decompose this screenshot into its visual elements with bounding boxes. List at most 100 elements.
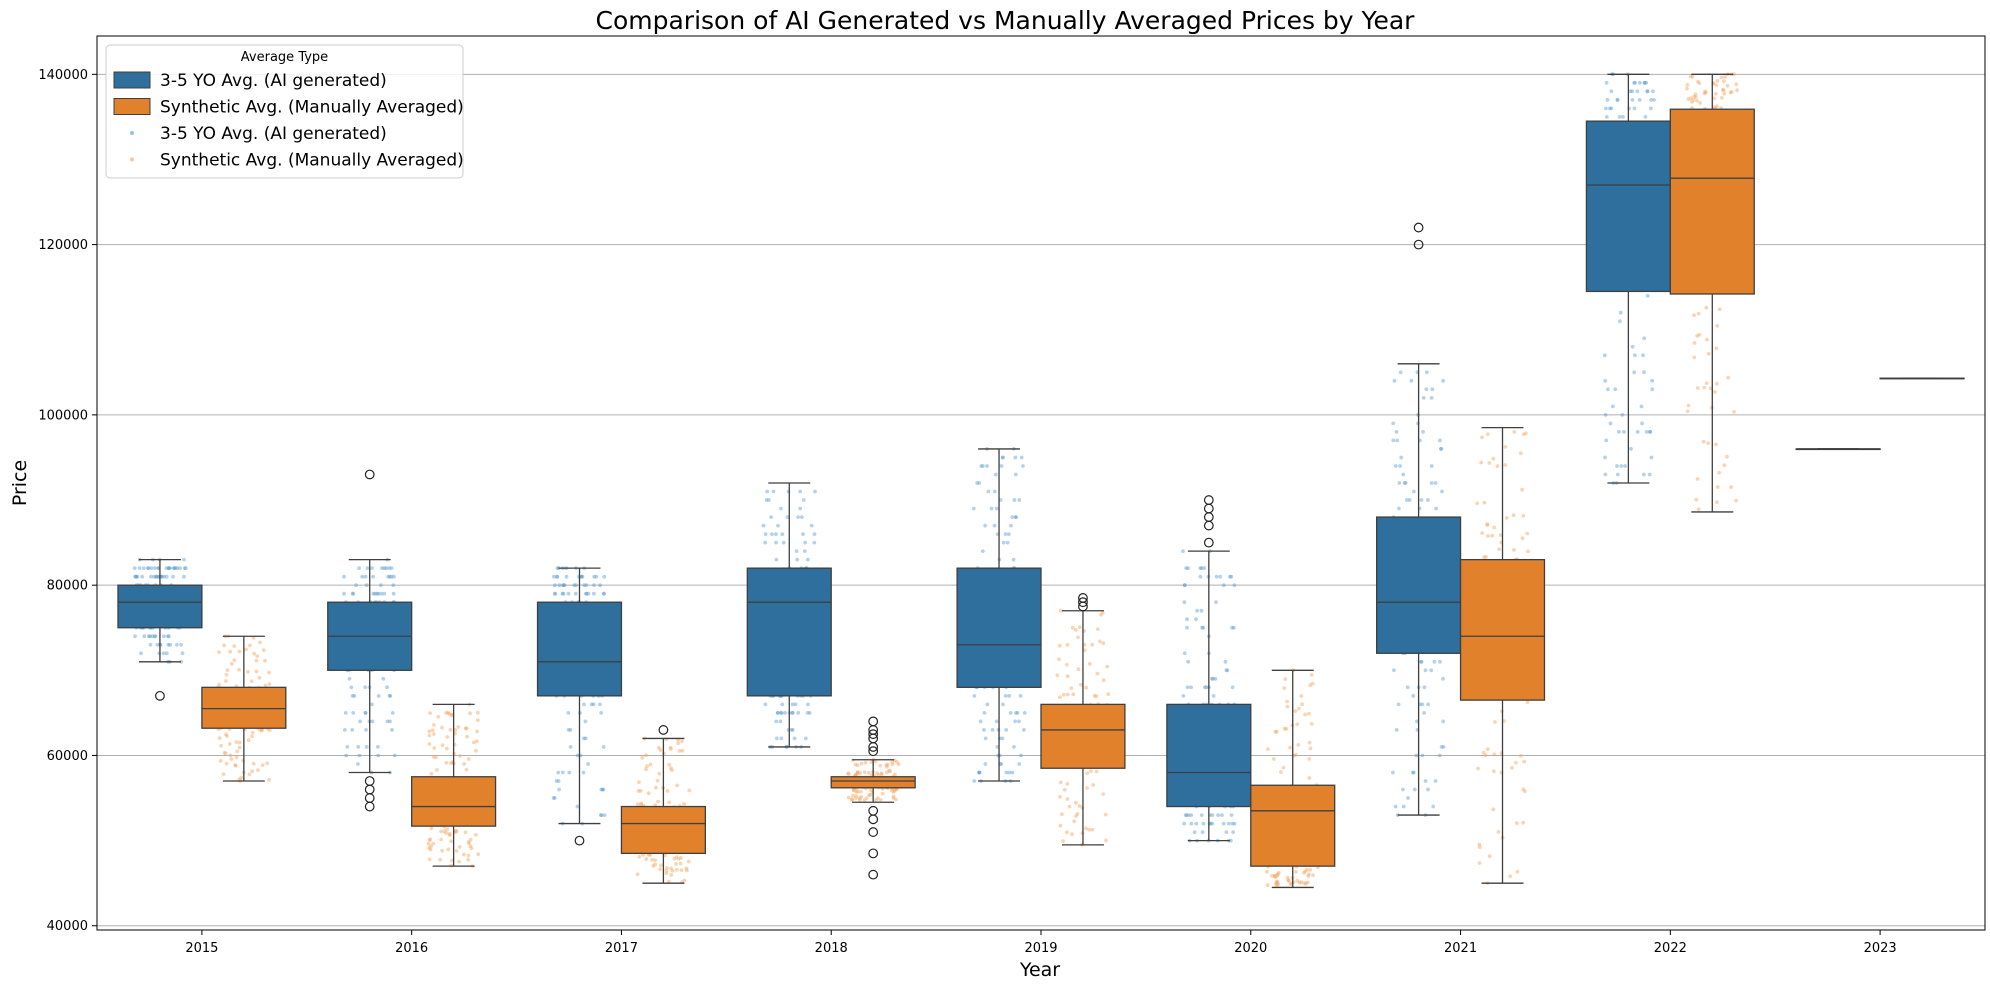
data-point xyxy=(985,702,990,707)
data-point xyxy=(1076,635,1080,640)
data-point xyxy=(891,794,896,799)
data-point xyxy=(1305,880,1310,885)
data-point xyxy=(254,658,259,663)
data-point xyxy=(1409,378,1414,383)
boxes xyxy=(117,73,1965,889)
data-point xyxy=(1503,445,1508,449)
data-point xyxy=(780,532,785,536)
data-point xyxy=(1440,489,1444,494)
data-point xyxy=(1004,770,1009,775)
data-point xyxy=(682,878,687,883)
data-point xyxy=(798,489,803,494)
data-point xyxy=(1482,500,1487,505)
data-point xyxy=(669,766,673,771)
outlier-point xyxy=(868,805,879,816)
data-point xyxy=(1732,72,1736,77)
y-tick-label: 80000 xyxy=(47,579,88,594)
data-point xyxy=(1518,451,1523,456)
data-point xyxy=(1721,87,1725,92)
data-point xyxy=(388,694,392,698)
data-point xyxy=(1090,642,1095,647)
data-point xyxy=(392,753,397,758)
data-point xyxy=(1697,332,1702,337)
data-point xyxy=(1230,625,1234,630)
data-point xyxy=(475,710,480,715)
data-point xyxy=(154,574,159,579)
data-point xyxy=(1706,441,1711,445)
data-point xyxy=(1182,600,1187,605)
data-point xyxy=(1003,694,1008,698)
data-point xyxy=(1308,746,1313,751)
data-point xyxy=(134,574,139,579)
data-point xyxy=(1642,336,1647,341)
data-point xyxy=(889,788,894,793)
data-point xyxy=(1686,403,1691,408)
data-point xyxy=(1477,842,1482,847)
data-point xyxy=(599,813,604,817)
data-point xyxy=(650,857,654,862)
data-point xyxy=(1061,692,1066,697)
data-point xyxy=(1057,657,1061,662)
data-point xyxy=(1283,677,1288,681)
data-point xyxy=(1394,430,1399,434)
data-point xyxy=(1103,812,1108,817)
data-point xyxy=(1293,709,1298,713)
data-point xyxy=(356,762,360,766)
data-point xyxy=(1211,676,1215,681)
data-point xyxy=(796,515,800,519)
data-point xyxy=(556,779,561,783)
data-point xyxy=(444,831,448,835)
data-point xyxy=(246,670,250,674)
data-point xyxy=(581,770,586,775)
data-point xyxy=(1182,583,1187,588)
data-point xyxy=(1713,390,1717,394)
data-point xyxy=(450,858,454,863)
data-point xyxy=(1426,702,1430,707)
data-point xyxy=(428,837,433,842)
data-point xyxy=(1725,454,1729,459)
box-iqr xyxy=(1669,108,1755,295)
data-point xyxy=(1647,472,1652,477)
data-point xyxy=(992,523,997,528)
data-point xyxy=(1483,753,1488,758)
data-point xyxy=(468,844,473,849)
data-point xyxy=(1717,470,1722,475)
data-point xyxy=(775,711,780,715)
data-point xyxy=(1729,485,1733,490)
data-point xyxy=(258,640,262,645)
x-tick-label: 2022 xyxy=(1654,941,1687,956)
data-point xyxy=(1186,813,1191,817)
data-point xyxy=(379,591,384,596)
box-2016-series-1 xyxy=(411,703,497,867)
data-point xyxy=(466,840,471,844)
data-point xyxy=(1650,378,1655,383)
data-point xyxy=(1630,98,1635,102)
data-point xyxy=(1608,421,1613,426)
data-point xyxy=(439,837,444,842)
data-point xyxy=(994,506,999,511)
data-point xyxy=(1065,643,1070,647)
data-point xyxy=(1062,787,1067,792)
data-point xyxy=(561,591,566,596)
data-point xyxy=(639,801,644,806)
data-point xyxy=(453,828,458,833)
data-point xyxy=(1433,481,1438,485)
data-point xyxy=(890,762,895,767)
data-point xyxy=(1397,481,1402,485)
data-point xyxy=(1648,430,1652,434)
data-point xyxy=(352,694,357,698)
data-point xyxy=(644,767,648,772)
data-point xyxy=(985,464,989,468)
data-point xyxy=(428,847,433,852)
data-point xyxy=(1604,80,1609,85)
data-point xyxy=(1232,821,1237,826)
data-point xyxy=(1715,324,1720,328)
data-point xyxy=(794,549,799,553)
data-point xyxy=(868,788,873,792)
data-point xyxy=(1394,728,1399,732)
data-point xyxy=(1293,752,1298,757)
data-point xyxy=(1685,86,1689,91)
data-point xyxy=(371,574,375,579)
data-point xyxy=(1001,540,1006,545)
